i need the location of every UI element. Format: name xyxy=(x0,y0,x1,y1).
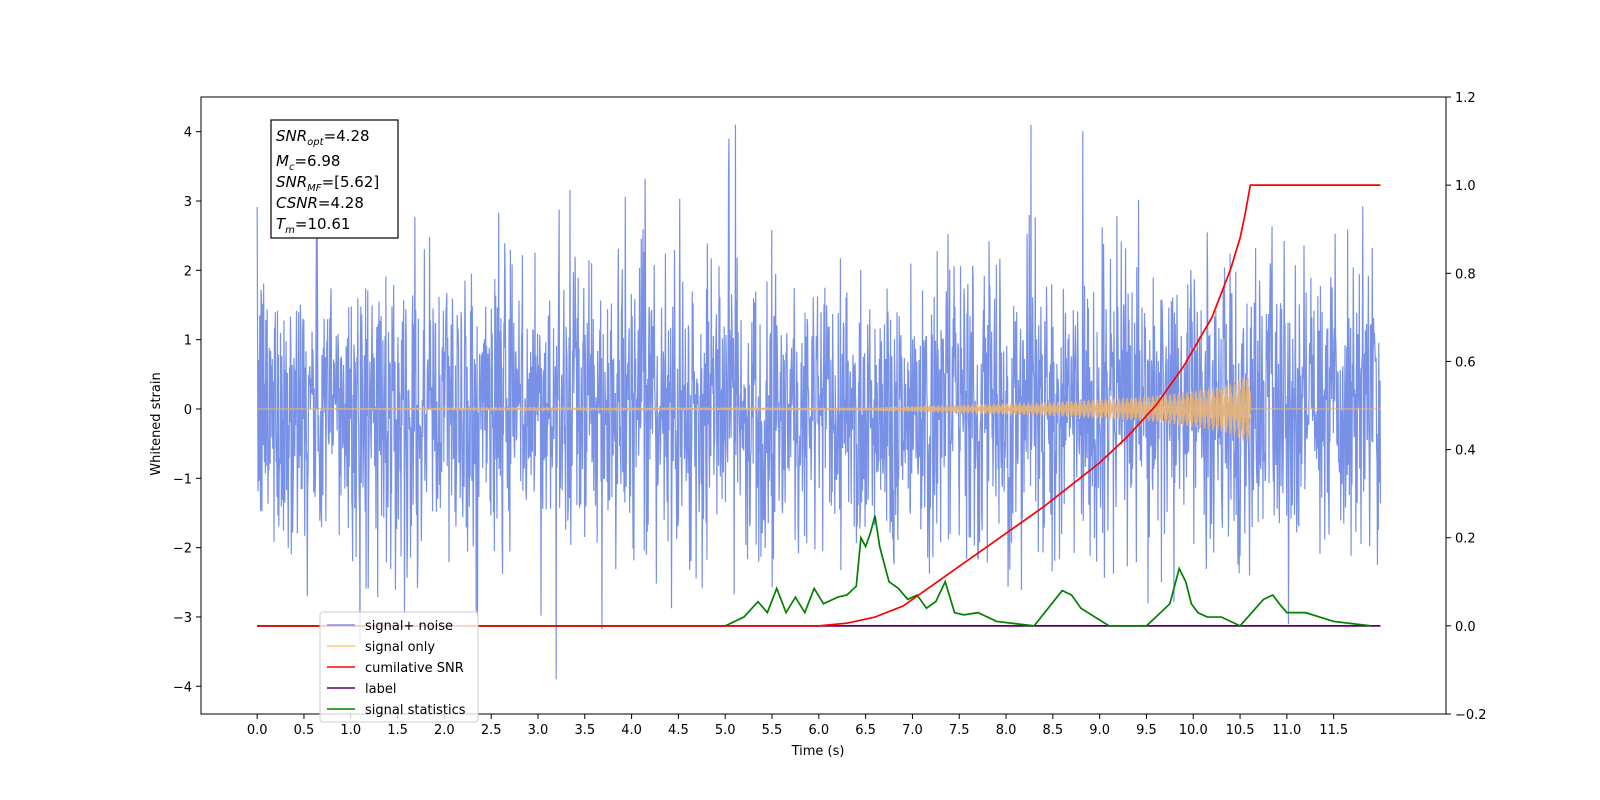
y-tick-label: −2 xyxy=(173,542,192,557)
y-axis-label: Whitened strain xyxy=(149,372,164,475)
x-tick-label: 5.0 xyxy=(715,723,736,738)
y2-tick-label: −0.2 xyxy=(1455,708,1487,723)
x-tick-label: 6.0 xyxy=(808,723,829,738)
annotation-line-csnr: CSNR=4.28 xyxy=(276,194,364,212)
x-tick-label: 5.5 xyxy=(762,723,783,738)
x-tick-label: 10.0 xyxy=(1179,723,1208,738)
annotation-line-snr-mf: SNRMF=[5.62] xyxy=(276,173,379,194)
x-tick-label: 11.5 xyxy=(1319,723,1348,738)
legend-label-signal-only: signal only xyxy=(365,640,435,655)
x-tick-label: 7.5 xyxy=(949,723,970,738)
legend-label-cumulative-snr: cumilative SNR xyxy=(365,661,464,676)
x-tick-label: 0.0 xyxy=(247,723,268,738)
legend: signal+ noise signal only cumilative SNR… xyxy=(319,611,479,723)
series-cumulative-snr-line xyxy=(257,184,1381,627)
legend-label-signal-statistics: signal statistics xyxy=(365,703,466,718)
x-tick-label: 6.5 xyxy=(855,723,876,738)
y2-tick-label: 1.0 xyxy=(1455,179,1476,194)
annotation-line-snr-opt: SNRopt=4.28 xyxy=(276,127,370,148)
annotation-line-mc: Mc=6.98 xyxy=(276,152,340,173)
snr-annotation-box: SNRopt=4.28 Mc=6.98 SNRMF=[5.62] CSNR=4.… xyxy=(270,119,399,239)
x-tick-label: 9.0 xyxy=(1089,723,1110,738)
axes: 0.0 0.5 1.0 1.5 2.0 2.5 3.0 3.5 4.0 4.5 5.0 5.5 6.0 6… xyxy=(173,91,1487,738)
x-tick-label: 7.0 xyxy=(902,723,923,738)
legend-frame xyxy=(319,611,479,723)
legend-label-signal-noise: signal+ noise xyxy=(365,619,453,634)
x-tick-label: 3.5 xyxy=(574,723,595,738)
y-tick-label: 2 xyxy=(184,264,192,279)
x-tick-label: 4.5 xyxy=(668,723,689,738)
y2-tick-label: 0.8 xyxy=(1455,267,1476,282)
x-axis-label: Time (s) xyxy=(791,744,845,759)
x-tick-label: 1.5 xyxy=(387,723,408,738)
y-tick-label: −3 xyxy=(173,611,192,626)
y2-tick-label: 0.2 xyxy=(1455,532,1476,547)
y2-tick-label: 0.4 xyxy=(1455,444,1476,459)
y-tick-label: −4 xyxy=(173,680,192,695)
y-tick-label: 3 xyxy=(184,195,192,210)
y2-tick-label: 0.0 xyxy=(1455,620,1476,635)
y-tick-label: 0 xyxy=(184,403,192,418)
x-tick-label: 9.5 xyxy=(1136,723,1157,738)
y-tick-label: 1 xyxy=(184,334,192,349)
plot-frame xyxy=(200,96,1447,715)
x-tick-label: 3.0 xyxy=(528,723,549,738)
plot-area xyxy=(256,124,1382,680)
x-tick-label: 11.0 xyxy=(1272,723,1301,738)
x-tick-label: 10.5 xyxy=(1226,723,1255,738)
x-tick-label: 2.5 xyxy=(481,723,502,738)
x-tick-label: 0.5 xyxy=(294,723,315,738)
y-tick-label: 4 xyxy=(184,126,192,141)
series-signal-only-line xyxy=(257,374,1381,444)
annotation-line-tm: Tm=10.61 xyxy=(276,215,350,236)
x-tick-label: 8.5 xyxy=(1042,723,1063,738)
y2-tick-label: 0.6 xyxy=(1455,355,1476,370)
x-tick-label: 4.0 xyxy=(621,723,642,738)
series-signal-statistics-line xyxy=(257,515,1372,627)
x-tick-label: 8.0 xyxy=(996,723,1017,738)
x-tick-label: 2.0 xyxy=(434,723,455,738)
y-tick-label: −1 xyxy=(173,472,192,487)
annotation-frame xyxy=(270,119,399,239)
legend-label-label: label xyxy=(365,682,396,697)
y2-tick-label: 1.2 xyxy=(1455,91,1476,106)
x-tick-label: 1.0 xyxy=(340,723,361,738)
